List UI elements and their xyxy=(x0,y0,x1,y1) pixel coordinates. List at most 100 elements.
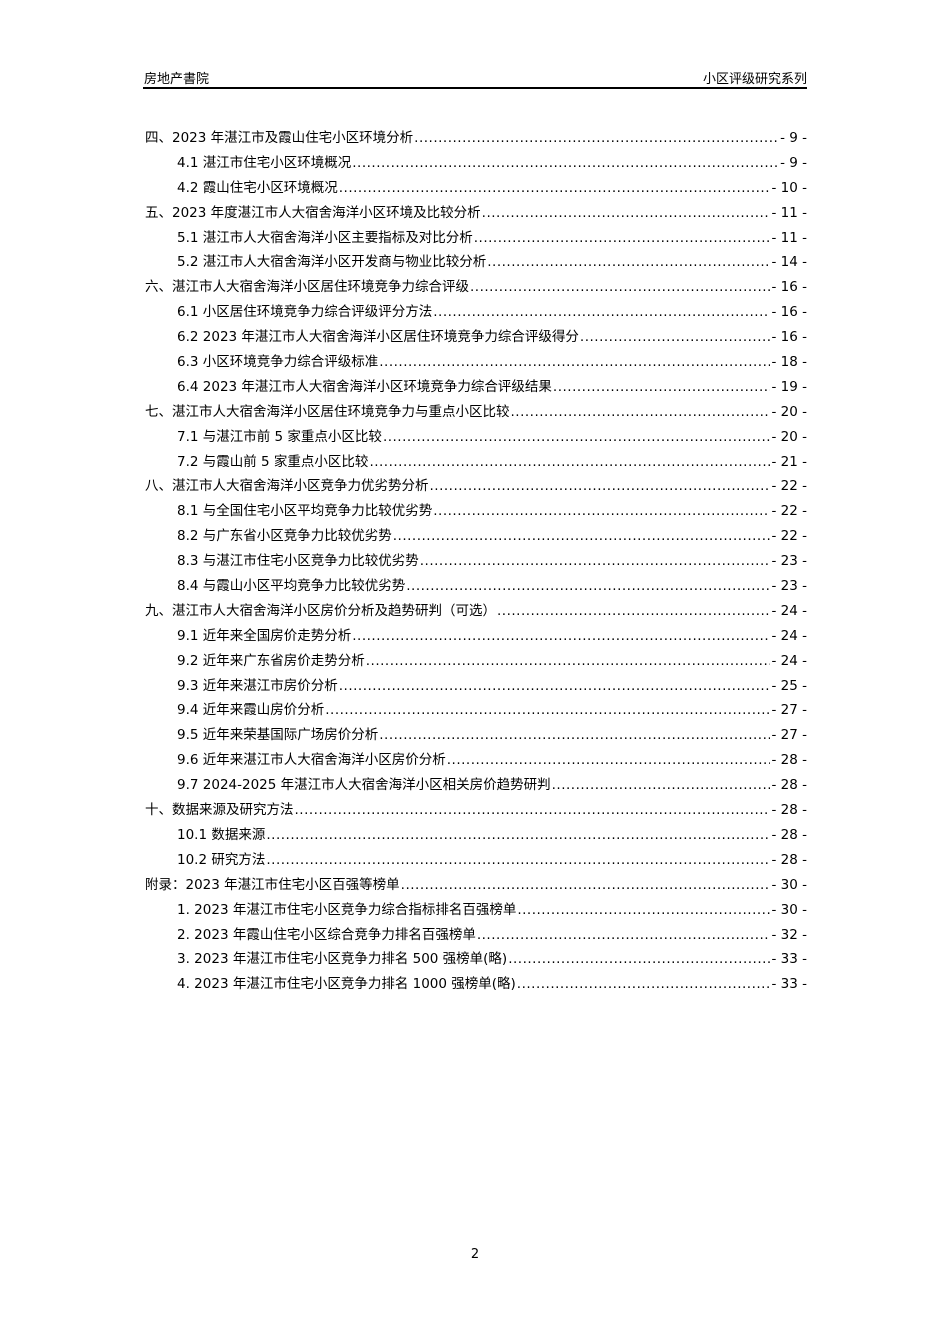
toc-entry-page: - 28 - xyxy=(771,802,807,819)
toc-entry[interactable]: 六、湛江市人大宿舍海洋小区居住环境竞争力综合评级 - 16 - xyxy=(145,275,807,300)
toc-leader-dots xyxy=(295,798,771,823)
toc-entry[interactable]: 5.1 湛江市人大宿舍海洋小区主要指标及对比分析 - 11 - xyxy=(145,226,807,251)
toc-entry-title: 3. 2023 年湛江市住宅小区竞争力排名 500 强榜单(略) xyxy=(177,951,508,968)
toc-entry-title: 5.1 湛江市人大宿舍海洋小区主要指标及对比分析 xyxy=(177,229,473,246)
toc-entry[interactable]: 4.2 霞山住宅小区环境概况 - 10 - xyxy=(145,176,807,201)
toc-entry-page: - 22 - xyxy=(771,478,807,495)
toc-entry[interactable]: 9.1 近年来全国房价走势分析 - 24 - xyxy=(145,624,807,649)
toc-entry-page: - 33 - xyxy=(771,976,807,993)
toc-entry-page: - 24 - xyxy=(771,652,807,669)
toc-entry[interactable]: 8.3 与湛江市住宅小区竞争力比较优劣势 - 23 - xyxy=(145,549,807,574)
toc-entry[interactable]: 八、湛江市人大宿舍海洋小区竞争力优劣势分析 - 22 - xyxy=(145,474,807,499)
toc-entry-page: - 27 - xyxy=(771,727,807,744)
toc-entry-title: 6.1 小区居住环境竞争力综合评级评分方法 xyxy=(177,304,433,321)
header-left-text: 房地产書院 xyxy=(144,72,210,87)
toc-leader-dots xyxy=(379,350,770,375)
toc-entry-title: 8.1 与全国住宅小区平均竞争力比较优劣势 xyxy=(177,503,433,520)
toc-entry-page: - 21 - xyxy=(771,453,807,470)
toc-entry-title: 9.1 近年来全国房价走势分析 xyxy=(177,627,352,644)
toc-leader-dots xyxy=(487,250,770,275)
toc-entry[interactable]: 6.2 2023 年湛江市人大宿舍海洋小区居住环境竞争力综合评级得分 - 16 - xyxy=(145,325,807,350)
toc-entry-title: 十、数据来源及研究方法 xyxy=(145,802,294,819)
toc-entry[interactable]: 9.5 近年来荣基国际广场房价分析 - 27 - xyxy=(145,723,807,748)
toc-entry-page: - 16 - xyxy=(771,304,807,321)
toc-leader-dots xyxy=(430,474,771,499)
toc-entry[interactable]: 8.1 与全国住宅小区平均竞争力比较优劣势 - 22 - xyxy=(145,499,807,524)
toc-entry[interactable]: 九、湛江市人大宿舍海洋小区房价分析及趋势研判（可选） - 24 - xyxy=(145,599,807,624)
toc-entry[interactable]: 9.6 近年来湛江市人大宿舍海洋小区房价分析 - 28 - xyxy=(145,748,807,773)
toc-entry-title: 7.2 与霞山前 5 家重点小区比较 xyxy=(177,453,369,470)
toc-entry[interactable]: 5.2 湛江市人大宿舍海洋小区开发商与物业比较分析 - 14 - xyxy=(145,250,807,275)
toc-entry[interactable]: 10.1 数据来源 - 28 - xyxy=(145,823,807,848)
toc-leader-dots xyxy=(477,923,771,948)
toc-entry[interactable]: 7.1 与湛江市前 5 家重点小区比较 - 20 - xyxy=(145,425,807,450)
toc-entry-title: 6.3 小区环境竞争力综合评级标准 xyxy=(177,354,379,371)
toc-entry-page: - 14 - xyxy=(771,254,807,271)
toc-leader-dots xyxy=(393,524,771,549)
toc-leader-dots xyxy=(339,674,771,699)
toc-entry-title: 10.1 数据来源 xyxy=(177,826,266,843)
toc-entry[interactable]: 9.3 近年来湛江市房价分析 - 25 - xyxy=(145,674,807,699)
toc-entry-title: 2. 2023 年霞山住宅小区综合竞争力排名百强榜单 xyxy=(177,926,476,943)
toc-entry[interactable]: 9.2 近年来广东省房价走势分析 - 24 - xyxy=(145,649,807,674)
toc-leader-dots xyxy=(352,151,779,176)
toc-entry-title: 9.2 近年来广东省房价走势分析 xyxy=(177,652,365,669)
toc-leader-dots xyxy=(474,226,771,251)
toc-leader-dots xyxy=(401,873,771,898)
toc-entry-page: - 22 - xyxy=(771,503,807,520)
toc-entry[interactable]: 附录：2023 年湛江市住宅小区百强等榜单 - 30 - xyxy=(145,873,807,898)
toc-entry-title: 4.2 霞山住宅小区环境概况 xyxy=(177,179,338,196)
toc-leader-dots xyxy=(517,898,770,923)
toc-leader-dots xyxy=(497,599,770,624)
toc-entry[interactable]: 8.2 与广东省小区竞争力比较优劣势 - 22 - xyxy=(145,524,807,549)
toc-entry[interactable]: 3. 2023 年湛江市住宅小区竞争力排名 500 强榜单(略) - 33 - xyxy=(145,947,807,972)
toc-entry-page: - 11 - xyxy=(771,229,807,246)
toc-entry[interactable]: 1. 2023 年湛江市住宅小区竞争力综合指标排名百强榜单 - 30 - xyxy=(145,898,807,923)
toc-entry-page: - 16 - xyxy=(771,279,807,296)
header-right-text: 小区评级研究系列 xyxy=(702,72,807,87)
toc-entry[interactable]: 9.7 2024-2025 年湛江市人大宿舍海洋小区相关房价趋势研判 - 28 - xyxy=(145,773,807,798)
toc-entry[interactable]: 6.1 小区居住环境竞争力综合评级评分方法 - 16 - xyxy=(145,300,807,325)
toc-entry-page: - 11 - xyxy=(771,204,807,221)
toc-entry-page: - 24 - xyxy=(771,627,807,644)
toc-leader-dots xyxy=(383,425,771,450)
toc-entry-title: 6.4 2023 年湛江市人大宿舍海洋小区环境竞争力综合评级结果 xyxy=(177,378,552,395)
toc-entry-title: 6.2 2023 年湛江市人大宿舍海洋小区居住环境竞争力综合评级得分 xyxy=(177,329,579,346)
toc-entry[interactable]: 七、湛江市人大宿舍海洋小区居住环境竞争力与重点小区比较 - 20 - xyxy=(145,400,807,425)
toc-entry[interactable]: 7.2 与霞山前 5 家重点小区比较 - 21 - xyxy=(145,450,807,475)
toc-entry-title: 5.2 湛江市人大宿舍海洋小区开发商与物业比较分析 xyxy=(177,254,487,271)
toc-entry-page: - 20 - xyxy=(771,428,807,445)
toc-entry-title: 8.2 与广东省小区竞争力比较优劣势 xyxy=(177,528,392,545)
toc-entry-page: - 23 - xyxy=(771,553,807,570)
toc-entry-title: 五、2023 年度湛江市人大宿舍海洋小区环境及比较分析 xyxy=(145,204,481,221)
toc-leader-dots xyxy=(406,574,770,599)
toc-leader-dots xyxy=(366,649,771,674)
toc-entry[interactable]: 6.3 小区环境竞争力综合评级标准 - 18 - xyxy=(145,350,807,375)
toc-entry-title: 10.2 研究方法 xyxy=(177,851,266,868)
toc-entry-page: - 30 - xyxy=(771,901,807,918)
toc-leader-dots xyxy=(508,947,770,972)
toc-entry[interactable]: 四、2023 年湛江市及霞山住宅小区环境分析 - 9 - xyxy=(145,126,807,151)
toc-leader-dots xyxy=(511,400,771,425)
toc-entry-title: 六、湛江市人大宿舍海洋小区居住环境竞争力综合评级 xyxy=(145,279,469,296)
toc-entry-page: - 10 - xyxy=(771,179,807,196)
toc-entry[interactable]: 2. 2023 年霞山住宅小区综合竞争力排名百强榜单 - 32 - xyxy=(145,923,807,948)
toc-entry-title: 4. 2023 年湛江市住宅小区竞争力排名 1000 强榜单(略) xyxy=(177,976,516,993)
toc-leader-dots xyxy=(414,126,779,151)
toc-leader-dots xyxy=(369,450,770,475)
toc-entry-page: - 28 - xyxy=(771,777,807,794)
toc-entry[interactable]: 五、2023 年度湛江市人大宿舍海洋小区环境及比较分析 - 11 - xyxy=(145,201,807,226)
toc-entry-page: - 16 - xyxy=(771,329,807,346)
toc-entry-page: - 28 - xyxy=(771,752,807,769)
toc-entry[interactable]: 十、数据来源及研究方法 - 28 - xyxy=(145,798,807,823)
toc-entry[interactable]: 9.4 近年来霞山房价分析 - 27 - xyxy=(145,698,807,723)
toc-entry-page: - 27 - xyxy=(771,702,807,719)
toc-entry-title: 九、湛江市人大宿舍海洋小区房价分析及趋势研判（可选） xyxy=(145,602,496,619)
toc-entry[interactable]: 8.4 与霞山小区平均竞争力比较优劣势 - 23 - xyxy=(145,574,807,599)
toc-entry[interactable]: 4.1 湛江市住宅小区环境概况 - 9 - xyxy=(145,151,807,176)
toc-entry[interactable]: 4. 2023 年湛江市住宅小区竞争力排名 1000 强榜单(略) - 33 - xyxy=(145,972,807,997)
toc-entry[interactable]: 6.4 2023 年湛江市人大宿舍海洋小区环境竞争力综合评级结果 - 19 - xyxy=(145,375,807,400)
toc-entry[interactable]: 10.2 研究方法 - 28 - xyxy=(145,848,807,873)
toc-entry-title: 七、湛江市人大宿舍海洋小区居住环境竞争力与重点小区比较 xyxy=(145,403,510,420)
toc-entry-page: - 30 - xyxy=(771,876,807,893)
